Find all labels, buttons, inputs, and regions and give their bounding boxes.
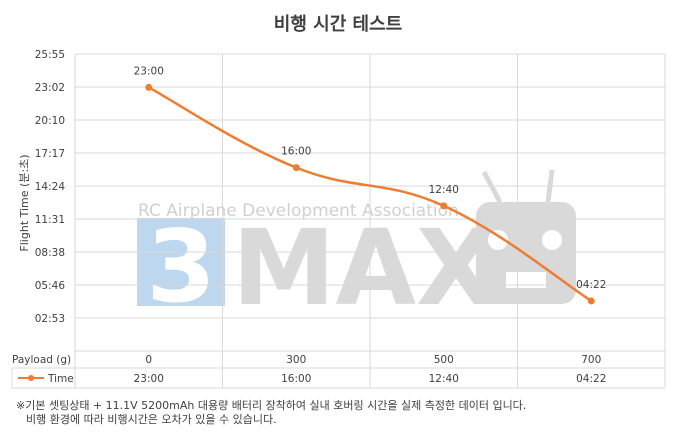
x-category-label: 700 (581, 354, 601, 366)
table-value-cell: 04:22 (576, 373, 606, 385)
y-axis-title: Flight Time (분:초) (18, 154, 31, 251)
watermark: 3 MAX RC Airplane Development Associatio… (137, 169, 576, 329)
y-tick-label: 02:53 (35, 313, 65, 325)
footnote-line-2: 비행 환경에 따라 비행시간은 오차가 있을 수 있습니다. (26, 413, 277, 426)
footnote-line-1: ※기본 셋팅상태 + 11.1V 5200mAh 대용량 배터리 장착하여 실내… (16, 398, 526, 412)
x-category-label: 500 (434, 354, 454, 366)
watermark-logo-blue-block (137, 218, 225, 306)
y-axis-ticks: 02:53 05:46 08:38 11:31 14:24 17:17 20:10 23:02… (35, 49, 66, 325)
table-value-cell: 23:00 (134, 373, 164, 385)
y-tick-label: 20:10 (35, 115, 65, 127)
data-point (440, 202, 448, 210)
y-tick-label: 25:55 (35, 49, 65, 61)
data-label: 16:00 (281, 146, 311, 158)
data-point (145, 83, 153, 91)
x-category-label: 300 (286, 354, 306, 366)
y-tick-label: 14:24 (35, 181, 66, 193)
table-value-cell: 12:40 (429, 373, 459, 385)
transmitter-icon (476, 169, 576, 304)
data-point (587, 297, 595, 305)
x-category-label: 0 (145, 354, 152, 366)
y-tick-label: 23:02 (35, 82, 65, 94)
data-table: Payload (g) Time 0 23:00 300 16:00 500 12:40 700… (11, 350, 665, 389)
data-label: 04:22 (576, 279, 606, 291)
chart-title: 비행 시간 테스트 (274, 14, 402, 35)
series-line (147, 86, 593, 303)
watermark-logo-letters: MAX (232, 207, 496, 329)
series-time: 23:00 16:00 12:40 04:22 (134, 65, 606, 305)
x-axis-title: Payload (g) (12, 354, 71, 366)
legend-marker (28, 375, 34, 381)
legend-label: Time (47, 373, 74, 385)
data-label: 23:00 (134, 65, 164, 77)
y-tick-label: 08:38 (35, 247, 65, 259)
y-tick-label: 17:17 (35, 148, 65, 160)
y-tick-label: 11:31 (35, 214, 65, 226)
watermark-logo-digit: 3 (146, 208, 216, 325)
watermark-association-text: RC Airplane Development Association (138, 201, 459, 221)
table-value-cell: 16:00 (281, 373, 311, 385)
y-tick-label: 05:46 (35, 280, 66, 292)
data-label: 12:40 (429, 184, 459, 196)
data-point (292, 164, 300, 172)
